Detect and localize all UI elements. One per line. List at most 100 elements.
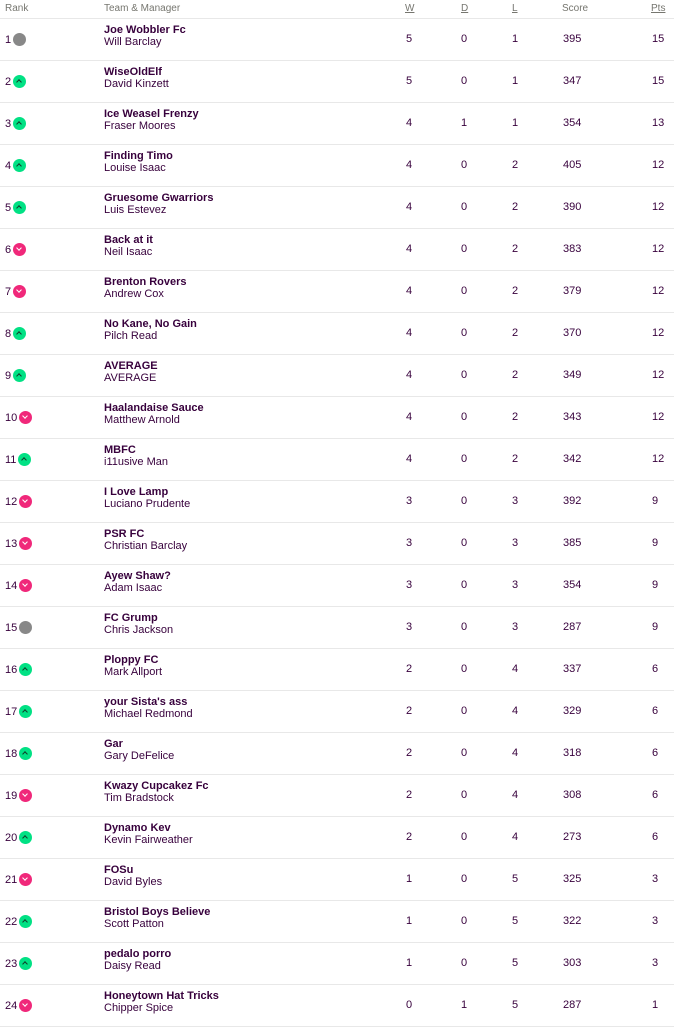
team-name-link[interactable]: Finding Timo [104, 150, 173, 162]
movement-up-icon [13, 201, 27, 214]
losses-value: 2 [512, 243, 519, 255]
team-name-link[interactable]: Haalandaise Sauce [104, 402, 204, 414]
team-name-link[interactable]: Honeytown Hat Tricks [104, 990, 219, 1002]
losses-value: 1 [512, 33, 519, 45]
rank-cell: 2 [5, 75, 27, 88]
losses-value: 2 [512, 159, 519, 171]
team-name-link[interactable]: WiseOldElf [104, 66, 162, 78]
score-value: 354 [563, 579, 582, 591]
score-value: 342 [563, 453, 582, 465]
rank-cell: 13 [5, 537, 33, 550]
wins-value: 4 [406, 285, 413, 297]
losses-value: 2 [512, 201, 519, 213]
draws-value: 0 [461, 285, 468, 297]
score-value: 337 [563, 663, 582, 675]
rank-cell: 11 [5, 453, 32, 466]
team-cell: Dynamo Kev Kevin Fairweather [104, 822, 193, 846]
team-cell: Haalandaise Sauce Matthew Arnold [104, 402, 204, 426]
rank-cell: 22 [5, 915, 33, 928]
score-value: 347 [563, 75, 582, 87]
movement-same-icon [13, 33, 27, 46]
score-value: 343 [563, 411, 582, 423]
losses-value: 5 [512, 873, 519, 885]
table-row: 1 Joe Wobbler Fc Will Barclay 5 0 1 395 15 [0, 18, 674, 61]
score-value: 287 [563, 621, 582, 633]
table-row: 2 WiseOldElf David Kinzett 5 0 1 347 15 [0, 61, 674, 103]
manager-name: i11usive Man [104, 456, 168, 468]
points-value: 12 [652, 243, 665, 255]
team-name-link[interactable]: No Kane, No Gain [104, 318, 197, 330]
wins-value: 4 [406, 243, 413, 255]
movement-down-icon [13, 243, 27, 256]
points-value: 15 [652, 75, 665, 87]
losses-value: 2 [512, 453, 519, 465]
team-name-link[interactable]: Bristol Boys Believe [104, 906, 211, 918]
draws-value: 0 [461, 411, 468, 423]
movement-up-icon [18, 453, 32, 466]
rank-number: 13 [5, 537, 18, 550]
draws-value: 0 [461, 579, 468, 591]
score-value: 392 [563, 495, 582, 507]
rank-number: 15 [5, 621, 18, 634]
table-row: 17 your Sista's ass Michael Redmond 2 0 4 329 6 [0, 691, 674, 733]
team-cell: Gruesome Gwarriors Luis Estevez [104, 192, 213, 216]
wins-header[interactable]: W [405, 3, 415, 14]
losses-header[interactable]: L [512, 3, 518, 14]
team-name-link[interactable]: FC Grump [104, 612, 158, 624]
team-name-link[interactable]: MBFC [104, 444, 136, 456]
points-value: 1 [652, 999, 659, 1011]
team-cell: Back at it Neil Isaac [104, 234, 153, 258]
table-row: 6 Back at it Neil Isaac 4 0 2 383 12 [0, 229, 674, 271]
team-name-link[interactable]: Kwazy Cupcakez Fc [104, 780, 209, 792]
manager-name: Daisy Read [104, 960, 161, 972]
manager-name: Fraser Moores [104, 120, 176, 132]
rank-cell: 7 [5, 285, 27, 298]
table-row: 8 No Kane, No Gain Pilch Read 4 0 2 370 12 [0, 313, 674, 355]
rank-number: 20 [5, 831, 18, 844]
team-name-link[interactable]: Ploppy FC [104, 654, 159, 666]
movement-up-icon [19, 663, 33, 676]
team-cell: I Love Lamp Luciano Prudente [104, 486, 190, 510]
team-name-link[interactable]: your Sista's ass [104, 696, 188, 708]
team-cell: Gar Gary DeFelice [104, 738, 174, 762]
team-name-link[interactable]: Brenton Rovers [104, 276, 187, 288]
team-name-link[interactable]: FOSu [104, 864, 134, 876]
points-header[interactable]: Pts [651, 3, 666, 14]
team-name-link[interactable]: Ice Weasel Frenzy [104, 108, 199, 120]
rank-cell: 23 [5, 957, 33, 970]
team-cell: No Kane, No Gain Pilch Read [104, 318, 197, 342]
wins-value: 4 [406, 327, 413, 339]
wins-value: 2 [406, 663, 413, 675]
team-cell: WiseOldElf David Kinzett [104, 66, 169, 90]
team-name-link[interactable]: Ayew Shaw? [104, 570, 171, 582]
team-manager-header: Team & Manager [104, 3, 181, 14]
rank-cell: 6 [5, 243, 27, 256]
wins-value: 2 [406, 831, 413, 843]
team-cell: AVERAGE AVERAGE [104, 360, 158, 384]
rank-cell: 21 [5, 873, 33, 886]
team-name-link[interactable]: AVERAGE [104, 360, 158, 372]
points-value: 12 [652, 285, 665, 297]
points-value: 6 [652, 663, 659, 675]
wins-value: 4 [406, 411, 413, 423]
team-name-link[interactable]: pedalo porro [104, 948, 172, 960]
team-name-link[interactable]: PSR FC [104, 528, 145, 540]
manager-name: Pilch Read [104, 330, 158, 342]
rank-number: 21 [5, 873, 18, 886]
manager-name: Christian Barclay [104, 540, 188, 552]
team-name-link[interactable]: Joe Wobbler Fc [104, 24, 186, 36]
score-value: 329 [563, 705, 582, 717]
wins-value: 1 [406, 873, 413, 885]
team-name-link[interactable]: I Love Lamp [104, 486, 169, 498]
team-name-link[interactable]: Dynamo Kev [104, 822, 171, 834]
team-name-link[interactable]: Gar [104, 738, 123, 750]
team-name-link[interactable]: Back at it [104, 234, 153, 246]
team-name-link[interactable]: Gruesome Gwarriors [104, 192, 214, 204]
movement-up-icon [19, 705, 33, 718]
draws-header[interactable]: D [461, 3, 469, 14]
rank-number: 8 [5, 327, 12, 340]
rank-cell: 8 [5, 327, 27, 340]
draws-value: 0 [461, 663, 468, 675]
manager-name: Luciano Prudente [104, 498, 191, 510]
